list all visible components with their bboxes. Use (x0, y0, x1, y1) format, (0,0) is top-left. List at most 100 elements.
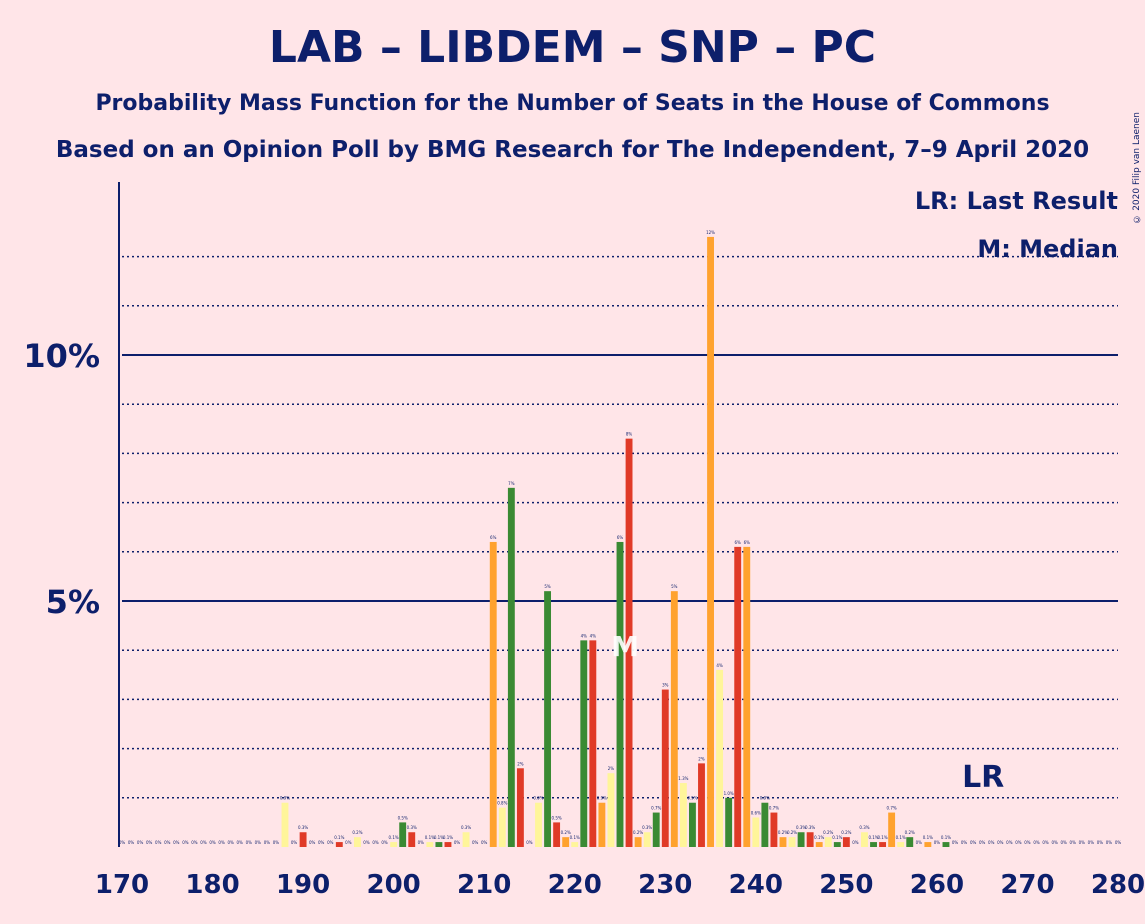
bar-label-seat-190: 0.3% (298, 825, 308, 830)
bar-label-seat-257: 0.2% (905, 830, 915, 835)
bar-labels: 0% 0% 0% 0% 0% 0% 0% 0% 0% 0% 0% 0% 0% 0% 0% 0% 0% 0%0.9%… (119, 230, 1122, 845)
bar-label-seat-170: 0% (119, 840, 126, 845)
bar-seat-194 (335, 842, 343, 847)
bar-label-seat-242: 0.7% (769, 806, 779, 811)
bar-label-seat-236: 4% (716, 663, 723, 668)
bar-label-seat-265: 0% (979, 840, 986, 845)
bar-label-seat-193: 0% (327, 840, 334, 845)
bar-seat-216 (535, 802, 542, 847)
bar-label-seat-202: 0.3% (407, 825, 417, 830)
bar-label-seat-209: 0% (472, 840, 479, 845)
bar-label-seat-185: 0% (255, 840, 262, 845)
bar-seat-230 (661, 689, 669, 847)
bar-label-seat-256: 0.1% (896, 835, 906, 840)
bar-seat-219 (562, 837, 570, 847)
bar-label-seat-173: 0% (146, 840, 153, 845)
bar-label-seat-248: 0.2% (823, 830, 833, 835)
bar-label-seat-201: 0.5% (398, 815, 408, 820)
x-tick-label-170: 170 (95, 870, 149, 900)
bar-seat-225 (616, 541, 624, 847)
x-tick-label-230: 230 (638, 870, 692, 900)
bar-label-seat-273: 0% (1051, 840, 1058, 845)
bar-label-seat-275: 0% (1070, 840, 1077, 845)
bar-label-seat-234: 2% (698, 756, 705, 761)
x-tick-label-260: 260 (910, 870, 964, 900)
bar-seat-249 (833, 842, 841, 847)
bar-label-seat-206: 0.1% (443, 835, 453, 840)
bar-label-seat-244: 0.2% (787, 830, 797, 835)
bar-label-seat-196: 0.2% (352, 830, 362, 835)
bar-seat-253 (870, 842, 877, 847)
bar-label-seat-274: 0% (1060, 840, 1067, 845)
bar-label-seat-177: 0% (182, 840, 189, 845)
x-tick-label-210: 210 (457, 870, 511, 900)
bar-label-seat-210: 0% (481, 840, 488, 845)
bar-seat-244 (788, 837, 796, 847)
bar-seat-234 (698, 763, 705, 847)
bar-label-seat-243: 0.2% (778, 830, 788, 835)
bar-label-seat-212: 0.8% (497, 801, 507, 806)
bar-seat-217 (544, 591, 552, 847)
bar-seat-259 (924, 842, 932, 847)
bar-seat-200 (390, 842, 398, 847)
bar-label-seat-251: 0% (852, 840, 859, 845)
bar-seat-188 (281, 802, 289, 847)
bar-seat-196 (353, 837, 361, 847)
bar-seat-214 (516, 768, 524, 847)
bar-label-seat-218: 0.5% (552, 815, 562, 820)
bar-seat-221 (580, 640, 588, 847)
bar-label-seat-228: 0.3% (642, 825, 652, 830)
x-tick-label-200: 200 (366, 870, 420, 900)
bar-label-seat-247: 0.1% (814, 835, 824, 840)
bar-seat-218 (553, 822, 561, 847)
bar-seat-226 (625, 438, 633, 847)
bar-label-seat-240: 0.6% (751, 810, 761, 815)
bar-seat-227 (634, 837, 642, 847)
bar-label-seat-215: 0% (526, 840, 533, 845)
bar-label-seat-208: 0.3% (461, 825, 471, 830)
chart-subtitle: Probability Mass Function for the Number… (95, 91, 1050, 116)
bar-label-seat-174: 0% (155, 840, 162, 845)
bar-seat-246 (806, 832, 814, 847)
bar-label-seat-233: 0.9% (687, 796, 697, 801)
bar-seat-211 (489, 541, 497, 847)
bar-label-seat-261: 0.1% (941, 835, 951, 840)
bar-seat-255 (888, 812, 896, 847)
legend-median: M: Median (977, 235, 1118, 263)
bar-seat-250 (842, 837, 850, 847)
bar-seat-228 (643, 832, 651, 847)
bar-label-seat-276: 0% (1079, 840, 1086, 845)
bar-seat-235 (707, 236, 714, 848)
bar-seat-254 (879, 842, 887, 847)
bar-label-seat-199: 0% (381, 840, 388, 845)
x-tick-label-240: 240 (729, 870, 783, 900)
bar-label-seat-259: 0.1% (923, 835, 933, 840)
bar-label-seat-217: 5% (544, 584, 551, 589)
x-tick-label-190: 190 (276, 870, 330, 900)
bar-label-seat-267: 0% (997, 840, 1004, 845)
bar-label-seat-264: 0% (970, 840, 977, 845)
bar-label-seat-227: 0.2% (633, 830, 643, 835)
bar-label-seat-175: 0% (164, 840, 171, 845)
bar-label-seat-241: 0.9% (760, 796, 770, 801)
bar-label-seat-222: 4% (590, 633, 597, 638)
bar-label-seat-270: 0% (1024, 840, 1031, 845)
bar-label-seat-220: 0.1% (570, 835, 580, 840)
bar-seat-239 (743, 546, 751, 847)
bar-label-seat-178: 0% (191, 840, 198, 845)
bar-label-seat-225: 6% (617, 535, 624, 540)
bar-label-seat-266: 0% (988, 840, 995, 845)
bar-label-seat-258: 0% (916, 840, 923, 845)
bar-label-seat-226: 8% (626, 432, 633, 437)
bar-label-seat-252: 0.3% (859, 825, 869, 830)
bar-label-seat-229: 0.7% (651, 806, 661, 811)
bar-label-seat-183: 0% (237, 840, 244, 845)
bar-label-seat-189: 0% (291, 840, 298, 845)
bar-label-seat-195: 0% (345, 840, 352, 845)
bar-label-seat-250: 0.2% (841, 830, 851, 835)
bar-seat-243 (779, 837, 787, 847)
bar-label-seat-246: 0.3% (805, 825, 815, 830)
bar-seat-222 (589, 640, 597, 847)
bar-label-seat-238: 6% (735, 540, 742, 545)
